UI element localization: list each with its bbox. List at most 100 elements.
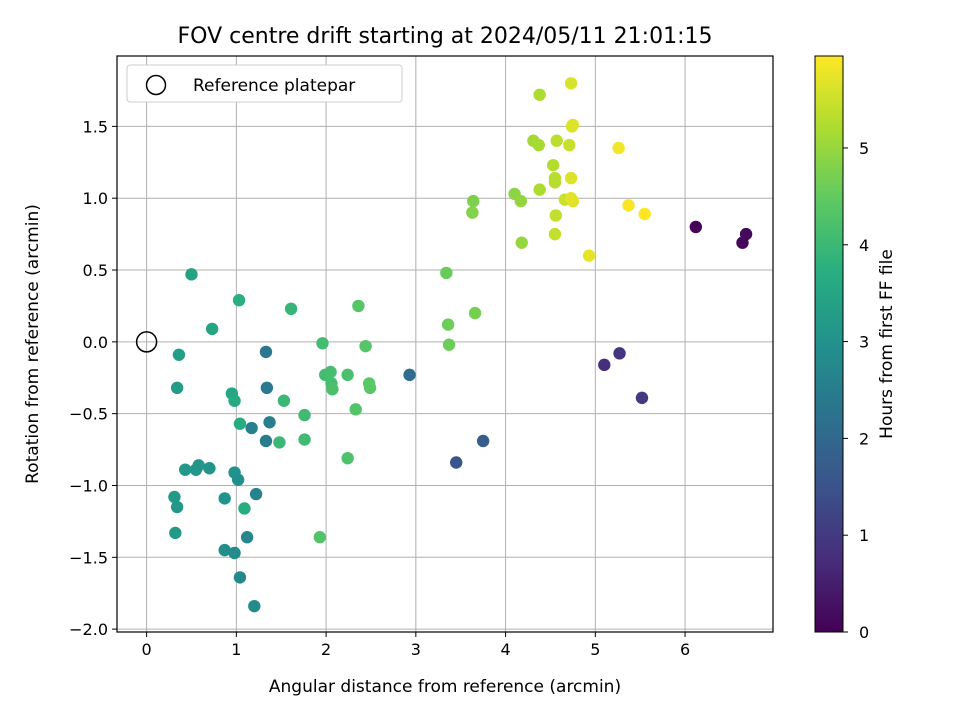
data-point — [689, 220, 703, 234]
x-tick-label: 4 — [500, 640, 510, 659]
data-point — [546, 158, 560, 172]
data-point — [349, 403, 362, 416]
reference-marker — [135, 331, 158, 353]
x-tick-label: 5 — [590, 640, 600, 659]
data-point — [563, 138, 576, 152]
y-tick-label: −0.5 — [69, 405, 108, 424]
y-tick-label: 1.0 — [83, 189, 108, 208]
legend-marker-icon — [145, 74, 167, 96]
data-point — [622, 199, 635, 212]
data-point — [441, 318, 455, 331]
colorbar-label: Hours from first FF file — [877, 249, 897, 439]
data-point — [245, 421, 258, 435]
colorbar-tick-label: 2 — [859, 429, 869, 448]
data-point — [739, 227, 753, 241]
colorbar-tick-label: 1 — [859, 526, 869, 545]
data-point — [228, 394, 241, 407]
y-axis-label: Rotation from reference (arcmin) — [23, 204, 43, 484]
x-tick-label: 3 — [411, 640, 421, 659]
colorbar-tick-label: 3 — [859, 333, 869, 352]
data-point — [635, 391, 649, 405]
x-tick-label: 2 — [321, 640, 331, 659]
data-point — [442, 338, 456, 351]
data-point — [170, 381, 184, 395]
data-point — [248, 599, 261, 613]
data-points — [168, 77, 753, 613]
y-tick-label: 0.5 — [83, 261, 108, 280]
data-point — [548, 227, 562, 241]
data-point — [172, 348, 186, 361]
colorbar-tick-label: 5 — [859, 139, 869, 158]
data-point — [259, 345, 273, 359]
x-tick-label: 1 — [231, 640, 241, 659]
data-point — [228, 466, 241, 479]
y-tick-label: −1.5 — [69, 548, 108, 567]
data-point — [260, 381, 274, 395]
data-point — [238, 502, 251, 515]
colorbar-ticks: 0 1 2 3 4 5 — [843, 139, 869, 642]
y-axis-ticks: −2.0 −1.5 −1.0 −0.5 0.0 0.5 1.0 1.5 — [69, 117, 117, 639]
data-point — [218, 492, 231, 505]
legend-box — [126, 64, 403, 103]
data-point — [232, 293, 246, 307]
data-point — [168, 490, 181, 504]
data-point — [233, 571, 247, 584]
colorbar-tick-label: 4 — [859, 236, 869, 255]
data-point — [298, 433, 311, 446]
data-point — [203, 462, 216, 475]
data-point — [259, 434, 273, 448]
data-point — [205, 322, 219, 336]
data-point — [277, 394, 291, 407]
data-point — [341, 368, 354, 382]
x-tick-label: 0 — [142, 640, 152, 659]
data-point — [313, 530, 327, 544]
data-point — [514, 194, 528, 208]
data-point — [403, 368, 416, 382]
data-point — [233, 417, 247, 430]
data-point — [548, 176, 562, 189]
data-point — [566, 118, 580, 132]
data-point — [324, 365, 337, 379]
data-point — [564, 77, 578, 90]
data-point — [263, 416, 276, 429]
data-point — [316, 337, 329, 350]
data-point — [612, 141, 625, 155]
data-point — [550, 134, 563, 147]
data-point — [613, 347, 626, 360]
colorbar-gradient — [814, 55, 844, 633]
data-point — [298, 408, 311, 422]
data-point — [363, 381, 377, 395]
data-point — [515, 236, 528, 249]
data-point — [532, 138, 545, 152]
x-axis-ticks: 0 1 2 3 4 5 6 — [142, 632, 690, 659]
y-tick-label: −2.0 — [69, 620, 108, 639]
data-point — [440, 266, 453, 280]
data-point — [341, 451, 354, 465]
data-point — [249, 487, 263, 501]
legend: Reference platepar — [126, 64, 403, 103]
y-tick-label: −1.0 — [69, 476, 108, 495]
x-tick-label: 6 — [680, 640, 690, 659]
data-point — [228, 546, 241, 560]
colorbar: 0 1 2 3 4 5 Hours from first FF file — [814, 55, 897, 642]
data-point — [189, 463, 203, 476]
plot-frame — [116, 55, 774, 633]
colorbar-tick-label: 0 — [859, 623, 869, 642]
data-point — [179, 463, 192, 476]
data-point — [240, 530, 254, 544]
legend-label: Reference platepar — [193, 76, 355, 96]
data-point — [352, 299, 365, 313]
data-point — [359, 339, 372, 353]
x-axis-label: Angular distance from reference (arcmin) — [269, 677, 621, 697]
data-point — [564, 171, 578, 185]
data-point — [284, 302, 298, 316]
data-point — [326, 383, 339, 396]
data-point — [638, 207, 651, 221]
y-tick-label: 1.5 — [83, 117, 108, 136]
data-point — [476, 434, 490, 448]
data-point — [185, 268, 198, 281]
reference-platepar-marker — [135, 331, 158, 353]
data-point — [582, 249, 596, 262]
data-point — [468, 306, 482, 320]
